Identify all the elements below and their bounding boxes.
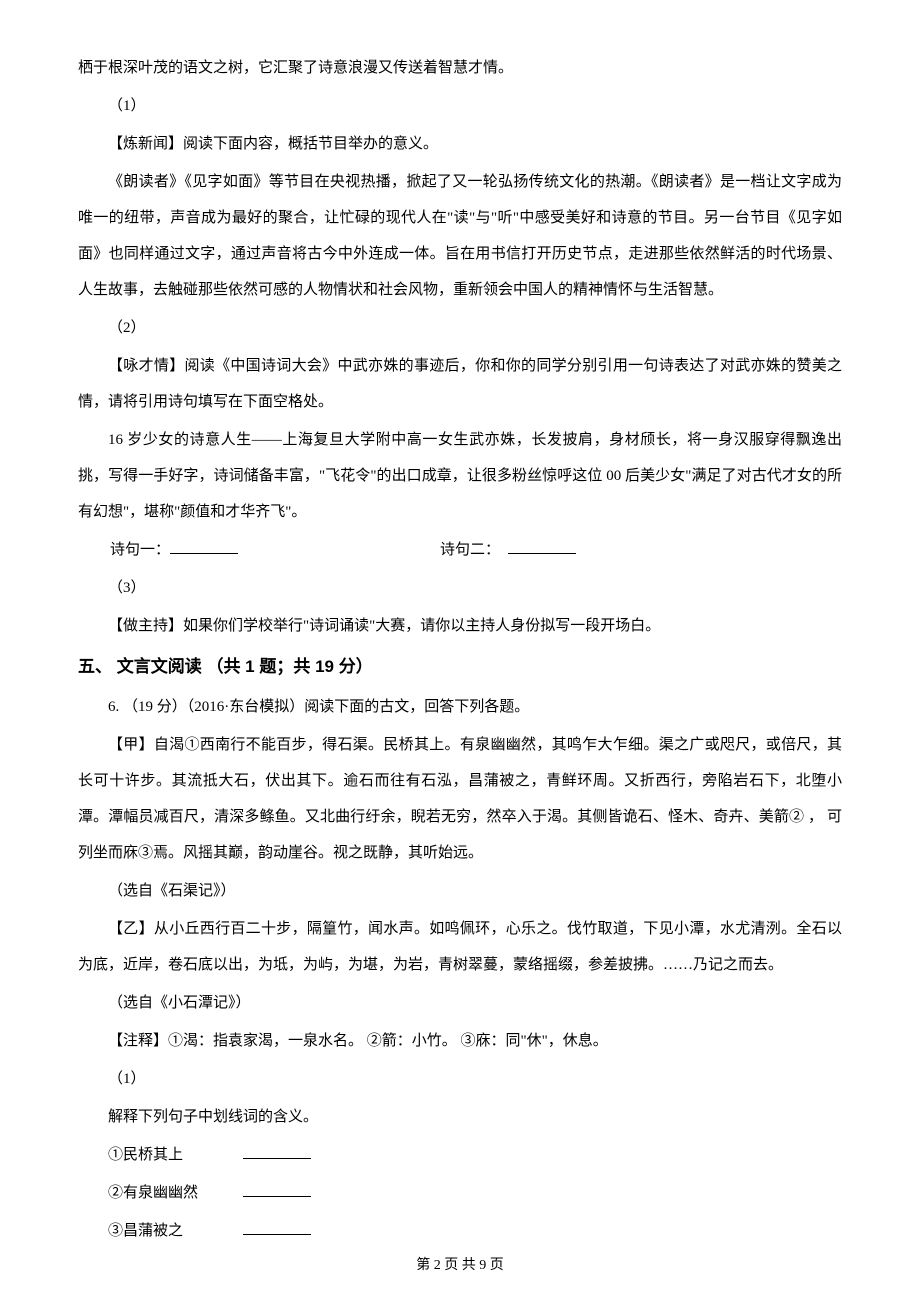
question-6: 6. （19 分）（2016·东台模拟）阅读下面的古文，回答下列各题。	[78, 689, 842, 725]
news-content: 《朗读者》《见字如面》等节目在央视热播，掀起了又一轮弘扬传统文化的热潮。《朗读者…	[78, 164, 842, 308]
term-1-text: ①民桥其上	[108, 1147, 183, 1163]
explain-prompt: 解释下列句子中划线词的含义。	[78, 1099, 842, 1135]
section-5-header: 五、 文言文阅读 （共 1 题；共 19 分）	[78, 648, 842, 685]
spacer	[183, 1147, 243, 1163]
blank-poem1	[170, 539, 238, 554]
blank-term1	[243, 1144, 311, 1159]
spacer	[198, 1185, 243, 1201]
blank-term2	[243, 1182, 311, 1197]
paragraph-intro: 栖于根深叶茂的语文之树，它汇聚了诗意浪漫又传送着智慧才情。	[78, 50, 842, 86]
blank-term3	[243, 1220, 311, 1235]
blank-poem2	[508, 539, 576, 554]
term-3: ③昌蒲被之	[78, 1213, 842, 1249]
subquestion-3: （3）	[78, 570, 842, 606]
spacer	[493, 542, 508, 558]
annotations: 【注释】①渴：指袁家渴，一泉水名。 ②箭：小竹。 ③庥：同"休"，休息。	[78, 1023, 842, 1059]
poem-answer-1: 诗句一：	[110, 532, 440, 568]
text-jia: 【甲】自渴①西南行不能百步，得石渠。民桥其上。有泉幽幽然，其鸣乍大乍细。渠之广或…	[78, 727, 842, 871]
poem1-label: 诗句一：	[110, 542, 170, 558]
poetry-content: 16 岁少女的诗意人生——上海复旦大学附中高一女生武亦姝，长发披肩，身材颀长，将…	[78, 422, 842, 530]
subquestion-2: （2）	[78, 310, 842, 346]
poem2-label: 诗句二：	[440, 542, 493, 558]
term-2-text: ②有泉幽幽然	[108, 1185, 198, 1201]
subquestion-1: （1）	[78, 88, 842, 124]
source-yi: （选自《小石潭记》）	[78, 985, 842, 1021]
poem-answer-2: 诗句二：	[440, 532, 576, 568]
poem-answer-row: 诗句一： 诗句二：	[78, 532, 842, 568]
term-3-text: ③昌蒲被之	[108, 1223, 183, 1239]
subquestion-6-1: （1）	[78, 1061, 842, 1097]
poetry-heading: 【咏才情】阅读《中国诗词大会》中武亦姝的事迹后，你和你的同学分别引用一句诗表达了…	[78, 348, 842, 420]
page-footer: 第 2 页 共 9 页	[0, 1254, 920, 1274]
source-jia: （选自《石渠记》）	[78, 873, 842, 909]
text-yi: 【乙】从小丘西行百二十步，隔篁竹，闻水声。如鸣佩环，心乐之。伐竹取道，下见小潭，…	[78, 911, 842, 983]
news-heading: 【炼新闻】阅读下面内容，概括节目举办的意义。	[78, 126, 842, 162]
host-heading: 【做主持】如果你们学校举行"诗词诵读"大赛，请你以主持人身份拟写一段开场白。	[78, 608, 842, 644]
term-1: ①民桥其上	[78, 1137, 842, 1173]
spacer	[183, 1223, 243, 1239]
term-2: ②有泉幽幽然	[78, 1175, 842, 1211]
